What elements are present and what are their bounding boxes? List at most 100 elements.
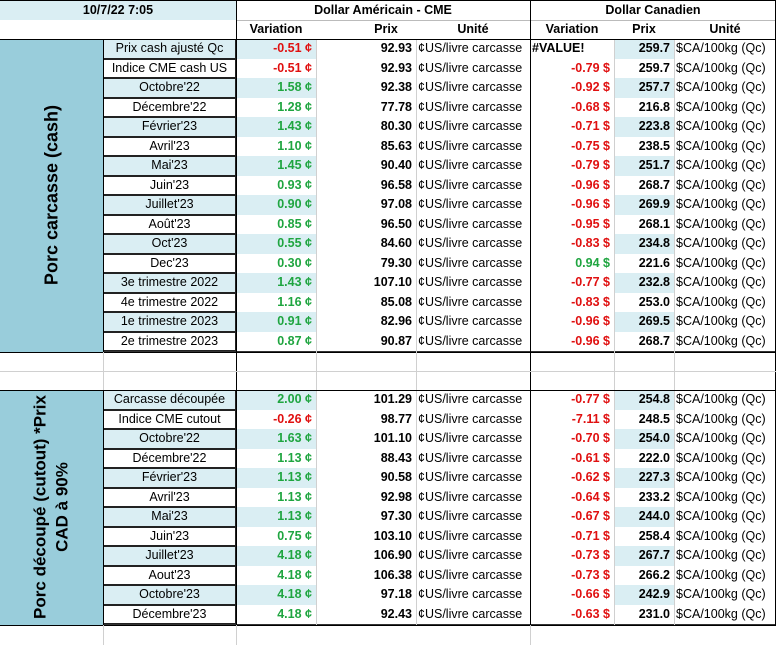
cad-variation-cell[interactable]: -0.68 $ [530, 97, 614, 117]
usd-variation-header[interactable]: Variation [249, 22, 303, 36]
cad-variation-cell[interactable]: -0.95 $ [530, 214, 614, 234]
row-name[interactable]: Juillet'23 [103, 195, 236, 215]
row-name[interactable]: Juin'23 [103, 526, 236, 546]
row-name[interactable]: Février'23 [103, 468, 236, 488]
usd-unit-cell[interactable]: ¢US/livre carcasse [416, 409, 530, 429]
cad-variation-header[interactable]: Variation [545, 22, 599, 36]
cad-variation-cell[interactable]: -0.96 $ [530, 312, 614, 332]
usd-unit-cell[interactable]: ¢US/livre carcasse [416, 253, 530, 273]
usd-prix-cell[interactable]: 90.58 [316, 468, 416, 488]
usd-prix-cell[interactable]: 82.96 [316, 312, 416, 332]
usd-prix-cell[interactable]: 92.98 [316, 487, 416, 507]
cad-variation-cell[interactable]: -0.96 $ [530, 195, 614, 215]
cad-variation-cell[interactable]: -0.67 $ [530, 507, 614, 527]
cad-prix-cell[interactable]: 258.4 [614, 526, 674, 546]
usd-unite-header[interactable]: Unité [457, 22, 489, 36]
usd-prix-cell[interactable]: 97.18 [316, 585, 416, 605]
cad-prix-cell[interactable]: 253.0 [614, 292, 674, 312]
usd-prix-cell[interactable]: 90.40 [316, 156, 416, 176]
row-name[interactable]: Prix cash ajusté Qc [103, 39, 236, 59]
usd-variation-cell[interactable]: 4.18 ¢ [236, 585, 316, 605]
cad-prix-cell[interactable]: 259.7 [614, 58, 674, 78]
usd-unit-cell[interactable]: ¢US/livre carcasse [416, 604, 530, 624]
row-name[interactable]: Mai'23 [103, 507, 236, 527]
cad-unit-cell[interactable]: $CA/100kg (Qc) [674, 136, 776, 156]
cad-variation-cell[interactable]: -0.63 $ [530, 604, 614, 624]
cad-unit-cell[interactable]: $CA/100kg (Qc) [674, 234, 776, 254]
usd-variation-cell[interactable]: 1.13 ¢ [236, 487, 316, 507]
cad-unit-cell[interactable]: $CA/100kg (Qc) [674, 565, 776, 585]
usd-variation-cell[interactable]: -0.51 ¢ [236, 39, 316, 59]
cad-variation-cell[interactable]: -0.96 $ [530, 331, 614, 351]
row-name[interactable]: Juillet'23 [103, 546, 236, 566]
usd-prix-cell[interactable]: 101.10 [316, 429, 416, 449]
usd-variation-cell[interactable]: 1.58 ¢ [236, 78, 316, 98]
usd-prix-cell[interactable]: 107.10 [316, 273, 416, 293]
usd-prix-cell[interactable]: 92.43 [316, 604, 416, 624]
usd-prix-cell[interactable]: 92.93 [316, 58, 416, 78]
usd-variation-cell[interactable]: 0.93 ¢ [236, 175, 316, 195]
row-name[interactable]: Mai'23 [103, 156, 236, 176]
cad-variation-cell[interactable]: -0.96 $ [530, 175, 614, 195]
usd-variation-cell[interactable]: 4.18 ¢ [236, 546, 316, 566]
cad-variation-cell[interactable]: -0.77 $ [530, 273, 614, 293]
cad-prix-cell[interactable]: 257.7 [614, 78, 674, 98]
cad-prix-cell[interactable]: 242.9 [614, 585, 674, 605]
cad-unit-cell[interactable]: $CA/100kg (Qc) [674, 97, 776, 117]
cad-variation-cell[interactable]: -0.83 $ [530, 234, 614, 254]
cad-prix-cell[interactable]: 268.7 [614, 331, 674, 351]
cad-prix-header[interactable]: Prix [632, 22, 656, 36]
usd-variation-cell[interactable]: 0.55 ¢ [236, 234, 316, 254]
row-name[interactable]: Aout'23 [103, 565, 236, 585]
usd-prix-cell[interactable]: 88.43 [316, 448, 416, 468]
usd-unit-cell[interactable]: ¢US/livre carcasse [416, 58, 530, 78]
cad-prix-cell[interactable]: 269.9 [614, 195, 674, 215]
usd-unit-cell[interactable]: ¢US/livre carcasse [416, 390, 530, 410]
cad-unit-cell[interactable]: $CA/100kg (Qc) [674, 409, 776, 429]
row-name[interactable]: Février'23 [103, 117, 236, 137]
row-name[interactable]: Indice CME cash US [103, 58, 236, 78]
cad-variation-cell[interactable]: -0.64 $ [530, 487, 614, 507]
cad-variation-cell[interactable]: 0.94 $ [530, 253, 614, 273]
usd-unit-cell[interactable]: ¢US/livre carcasse [416, 526, 530, 546]
usd-prix-cell[interactable]: 79.30 [316, 253, 416, 273]
usd-group-header[interactable]: Dollar Américain - CME [314, 3, 452, 17]
usd-unit-cell[interactable]: ¢US/livre carcasse [416, 292, 530, 312]
cad-unit-cell[interactable]: $CA/100kg (Qc) [674, 292, 776, 312]
usd-variation-cell[interactable]: 1.63 ¢ [236, 429, 316, 449]
usd-variation-cell[interactable]: 4.18 ¢ [236, 604, 316, 624]
cad-unit-cell[interactable]: $CA/100kg (Qc) [674, 487, 776, 507]
usd-prix-cell[interactable]: 85.63 [316, 136, 416, 156]
row-name[interactable]: Août'23 [103, 214, 236, 234]
cad-unit-cell[interactable]: $CA/100kg (Qc) [674, 507, 776, 527]
usd-prix-cell[interactable]: 96.50 [316, 214, 416, 234]
cad-variation-cell[interactable]: -0.70 $ [530, 429, 614, 449]
usd-variation-cell[interactable]: -0.26 ¢ [236, 409, 316, 429]
cad-unit-cell[interactable]: $CA/100kg (Qc) [674, 312, 776, 332]
usd-unit-cell[interactable]: ¢US/livre carcasse [416, 429, 530, 449]
usd-variation-cell[interactable]: 1.28 ¢ [236, 97, 316, 117]
cad-prix-cell[interactable]: 238.5 [614, 136, 674, 156]
cad-variation-cell[interactable]: -0.66 $ [530, 585, 614, 605]
usd-prix-cell[interactable]: 85.08 [316, 292, 416, 312]
usd-prix-cell[interactable]: 103.10 [316, 526, 416, 546]
cad-unit-cell[interactable]: $CA/100kg (Qc) [674, 585, 776, 605]
row-name[interactable]: Décembre'23 [103, 604, 236, 624]
cad-unit-cell[interactable]: $CA/100kg (Qc) [674, 78, 776, 98]
cad-prix-cell[interactable]: 222.0 [614, 448, 674, 468]
cad-unit-cell[interactable]: $CA/100kg (Qc) [674, 156, 776, 176]
usd-unit-cell[interactable]: ¢US/livre carcasse [416, 136, 530, 156]
cad-prix-cell[interactable]: 233.2 [614, 487, 674, 507]
cad-variation-cell[interactable]: -0.73 $ [530, 565, 614, 585]
usd-variation-cell[interactable]: 4.18 ¢ [236, 565, 316, 585]
usd-variation-cell[interactable]: 1.16 ¢ [236, 292, 316, 312]
row-name[interactable]: Décembre'22 [103, 448, 236, 468]
cad-variation-cell[interactable]: -0.79 $ [530, 156, 614, 176]
usd-prix-cell[interactable]: 97.08 [316, 195, 416, 215]
cad-prix-cell[interactable]: 267.7 [614, 546, 674, 566]
usd-variation-cell[interactable]: 0.87 ¢ [236, 331, 316, 351]
cad-unit-cell[interactable]: $CA/100kg (Qc) [674, 175, 776, 195]
usd-prix-cell[interactable]: 106.90 [316, 546, 416, 566]
cad-prix-cell[interactable]: 268.7 [614, 175, 674, 195]
cad-variation-cell[interactable]: -0.79 $ [530, 58, 614, 78]
